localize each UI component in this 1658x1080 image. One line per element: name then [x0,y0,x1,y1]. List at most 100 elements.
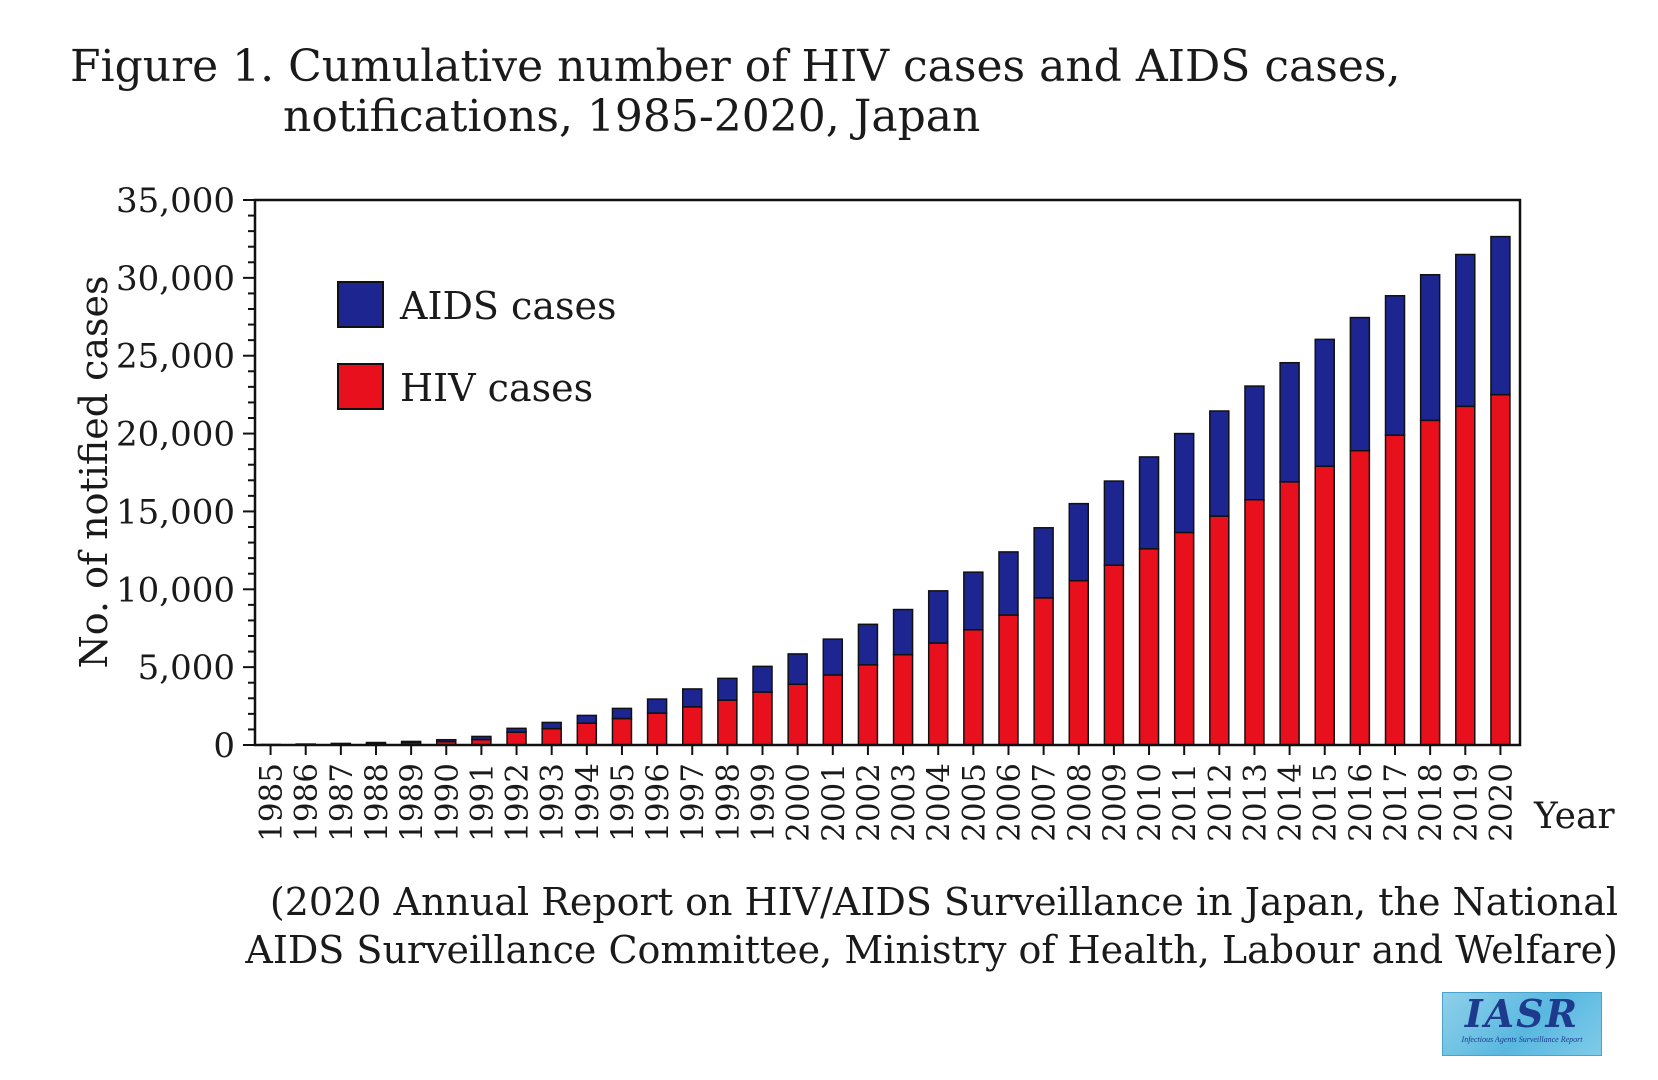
bar-aids [365,741,387,745]
legend: AIDS cases HIV cases [337,281,616,410]
bar-aids [1173,432,1195,534]
bar-aids [1068,502,1090,582]
bar-aids [822,638,844,676]
bar-aids [1490,235,1511,396]
bar-hiv [1244,499,1265,746]
y-tick-label: 15,000 [116,492,235,532]
x-tick-label: 1991 [464,763,500,842]
bar-aids [1033,527,1054,599]
x-tick-label: 2001 [816,763,852,842]
bar-aids [1384,295,1406,436]
bar-hiv [576,722,598,746]
y-axis-label: No. of notified cases [72,275,116,668]
x-tick-label: 2013 [1237,763,1273,842]
bar-hiv [1314,465,1335,746]
x-tick-label: 1995 [605,763,641,842]
logo-subtitle: Infectious Agents Surveillance Report [1461,1035,1583,1044]
bar-aids [541,721,562,730]
bar-hiv [787,683,808,746]
plot-frame [253,198,1522,747]
x-axis-label: Year [1533,796,1615,837]
x-tick-label: 2004 [921,763,957,842]
y-tick-label: 5,000 [138,648,235,688]
bar-aids [1455,253,1476,408]
x-tick-label: 1993 [535,763,571,842]
bar-hiv [1209,515,1230,746]
bar-hiv [646,712,668,746]
x-tick-label: 2005 [956,763,992,842]
x-tick-label: 1985 [254,763,290,842]
bar-aids [471,735,492,741]
x-tick-label: 1988 [359,763,395,842]
bar-aids [1103,480,1125,566]
x-tick-label: 1990 [429,763,465,842]
source-note: (2020 Annual Report on HIV/AIDS Surveill… [218,878,1618,974]
bar-hiv [927,642,949,746]
bar-aids [1349,316,1371,452]
bar-aids [787,653,808,686]
bar-aids [400,740,422,744]
bar-hiv [1173,531,1195,746]
bar-hiv [1033,597,1054,746]
x-tick-label: 2002 [851,763,887,842]
bar-aids [1244,385,1265,501]
bar-aids [927,590,949,644]
x-tick-label: 2015 [1308,763,1344,842]
bar-hiv [611,717,633,746]
x-tick-label: 2020 [1483,763,1519,842]
bar-aids [646,698,668,714]
x-tick-label: 1996 [640,763,676,842]
chart-title-line1: Figure 1. Cumulative number of HIV cases… [70,41,1401,92]
bar-hiv [822,674,844,746]
bar-aids [752,665,773,693]
bar-aids [857,623,879,666]
y-tick-label: 0 [213,726,235,766]
bar-hiv [1490,393,1511,746]
bar-hiv [998,614,1019,746]
bars-layer [260,235,1511,746]
bar-aids [1279,361,1300,483]
y-tick-label: 20,000 [116,415,235,455]
bar-aids [892,608,914,656]
bar-aids [611,707,633,720]
x-tick-label: 2014 [1273,763,1309,842]
legend-swatch-aids [337,281,384,328]
x-tick-label: 2017 [1378,763,1414,842]
bar-hiv [1349,449,1371,746]
source-line1: (2020 Annual Report on HIV/AIDS Surveill… [269,880,1618,924]
x-tick-label: 1992 [500,763,536,842]
x-tick-label: 2019 [1448,763,1484,842]
bar-aids [1314,338,1335,468]
bar-aids [998,551,1019,616]
y-tick-label: 10,000 [116,570,235,610]
x-tick-label: 2000 [781,763,817,842]
bar-aids [1419,273,1441,422]
x-tick-label: 1999 [746,763,782,842]
legend-label-hiv: HIV cases [400,366,593,410]
bar-aids [963,571,984,631]
x-tick-label: 2008 [1062,763,1098,842]
x-tick-label: 1986 [289,763,325,842]
iasr-logo: IASR Infectious Agents Surveillance Repo… [1442,992,1602,1056]
axis-layer: 0 5,000 10,000 15,000 20,000 25,000 30,000 35,0… [116,181,1519,842]
source-line2: AIDS Surveillance Committee, Ministry of… [245,928,1618,972]
bar-aids [506,727,527,733]
x-tick-label: 1994 [570,763,606,842]
chart-title: Figure 1. Cumulative number of HIV cases… [70,42,1400,142]
bar-hiv [506,731,527,746]
x-tick-label: 1997 [675,763,711,842]
bar-hiv [541,727,562,746]
x-tick-label: 2011 [1167,763,1203,842]
legend-swatch-hiv [337,363,384,410]
x-tick-label: 2009 [1097,763,1133,842]
y-tick-label: 30,000 [116,259,235,299]
x-tick-label: 1989 [394,763,430,842]
x-tick-label: 2007 [1027,763,1063,842]
y-tick-label: 25,000 [116,337,235,377]
bar-aids [717,677,738,701]
bar-hiv [1068,579,1090,746]
bar-aids [576,714,598,724]
x-tick-label: 1998 [710,763,746,842]
logo-text: IASR [1464,991,1580,1036]
bar-aids [1138,456,1160,550]
